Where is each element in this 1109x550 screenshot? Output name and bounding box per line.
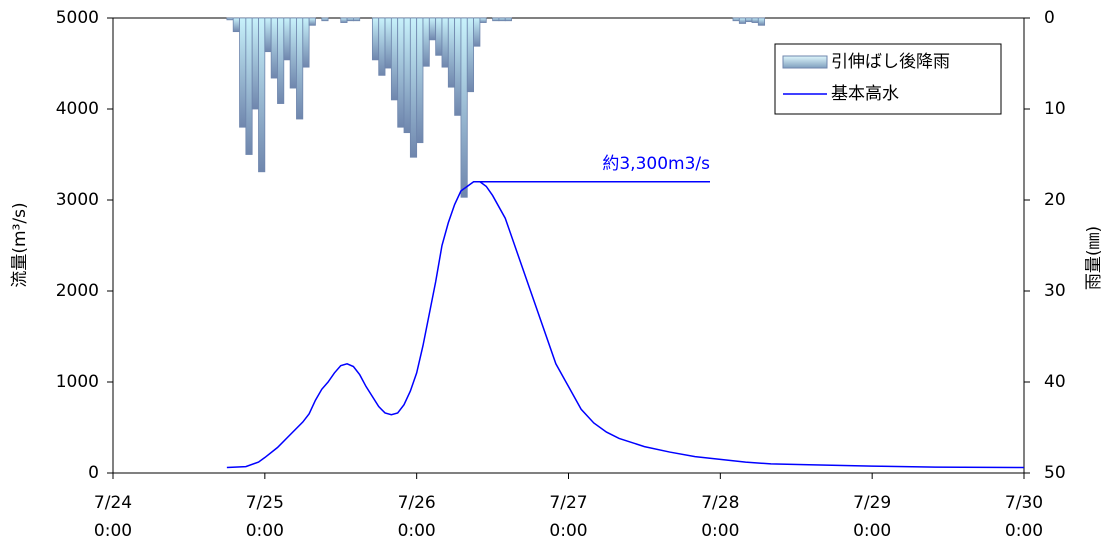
x-tick-label: 0:00 <box>853 521 891 541</box>
annotation: 約3,300m3/s <box>602 154 710 174</box>
rain-bar <box>378 17 386 76</box>
rain-bar <box>308 17 316 26</box>
rain-bar <box>738 17 747 24</box>
y2-axis-label: 雨量(㎜) <box>1084 226 1104 290</box>
rain-bar <box>270 17 278 79</box>
rain-bar <box>428 17 437 41</box>
rain-bar <box>277 17 285 104</box>
y-axis-label: 流量(m³/s) <box>10 202 30 287</box>
rain-bar <box>346 17 354 22</box>
rain-bar <box>232 17 240 33</box>
y2-tick-label: 40 <box>1044 372 1066 392</box>
y-tick-label: 3000 <box>56 190 99 210</box>
y2-tick-label: 10 <box>1044 99 1066 119</box>
y-tick-label: 0 <box>88 463 99 483</box>
legend-label: 引伸ばし後降雨 <box>831 52 950 72</box>
y2-tick-label: 20 <box>1044 190 1066 210</box>
rain-bar <box>473 17 481 47</box>
rain-bar <box>409 17 418 158</box>
rain-bar <box>732 17 740 22</box>
rain-bar <box>289 17 297 89</box>
x-tick-label: 7/26 <box>398 493 436 513</box>
rain-bar <box>296 17 304 120</box>
rain-bar <box>757 17 766 26</box>
rain-bar <box>283 17 291 61</box>
legend-label: 基本高水 <box>831 84 899 104</box>
rain-bar <box>245 17 253 155</box>
y2-tick-label: 50 <box>1044 463 1066 483</box>
rain-bar <box>340 17 348 23</box>
x-tick-label: 0:00 <box>701 521 739 541</box>
rain-bar <box>454 17 462 116</box>
rain-bar <box>251 17 259 110</box>
y-tick-label: 1000 <box>56 372 99 392</box>
x-tick-label: 7/30 <box>1005 493 1043 513</box>
rain-bar <box>745 17 753 23</box>
rain-bar <box>321 17 329 22</box>
rain-bar <box>371 17 380 61</box>
rain-bar <box>353 17 361 22</box>
rain-bar <box>416 17 424 144</box>
rain-bar <box>422 17 430 67</box>
x-tick-label: 0:00 <box>1005 521 1043 541</box>
x-tick-label: 0:00 <box>398 521 436 541</box>
y-tick-label: 4000 <box>56 99 99 119</box>
rain-bar <box>239 17 247 128</box>
rain-bar <box>384 17 392 69</box>
rain-bar <box>226 17 234 21</box>
x-tick-label: 0:00 <box>549 521 587 541</box>
x-tick-label: 7/25 <box>246 493 284 513</box>
rain-bar <box>460 17 468 198</box>
rain-bar <box>447 17 456 88</box>
rain-bar <box>390 17 399 101</box>
rain-bar <box>498 17 506 22</box>
x-tick-label: 0:00 <box>94 521 132 541</box>
y-tick-label: 2000 <box>56 281 99 301</box>
rain-bar <box>397 17 405 128</box>
y2-tick-label: 30 <box>1044 281 1066 301</box>
y-tick-label: 5000 <box>56 8 99 28</box>
rain-bar <box>435 17 443 56</box>
rain-bar <box>403 17 411 134</box>
y2-tick-label: 0 <box>1044 8 1055 28</box>
x-tick-label: 7/24 <box>94 493 132 513</box>
rain-bar <box>302 17 310 68</box>
rain-bar <box>466 17 475 93</box>
x-tick-label: 7/29 <box>853 493 891 513</box>
x-tick-label: 7/27 <box>549 493 587 513</box>
rain-bar <box>504 17 512 22</box>
flow-line <box>226 181 1025 469</box>
x-tick-label: 0:00 <box>246 521 284 541</box>
rain-bar <box>492 17 500 22</box>
legend-swatch <box>782 55 828 69</box>
x-tick-label: 7/28 <box>701 493 739 513</box>
rain-bar <box>264 17 272 53</box>
rain-bar <box>751 17 759 23</box>
rain-bar <box>258 17 266 173</box>
rain-bar <box>479 17 487 23</box>
rain-bar <box>441 17 449 68</box>
